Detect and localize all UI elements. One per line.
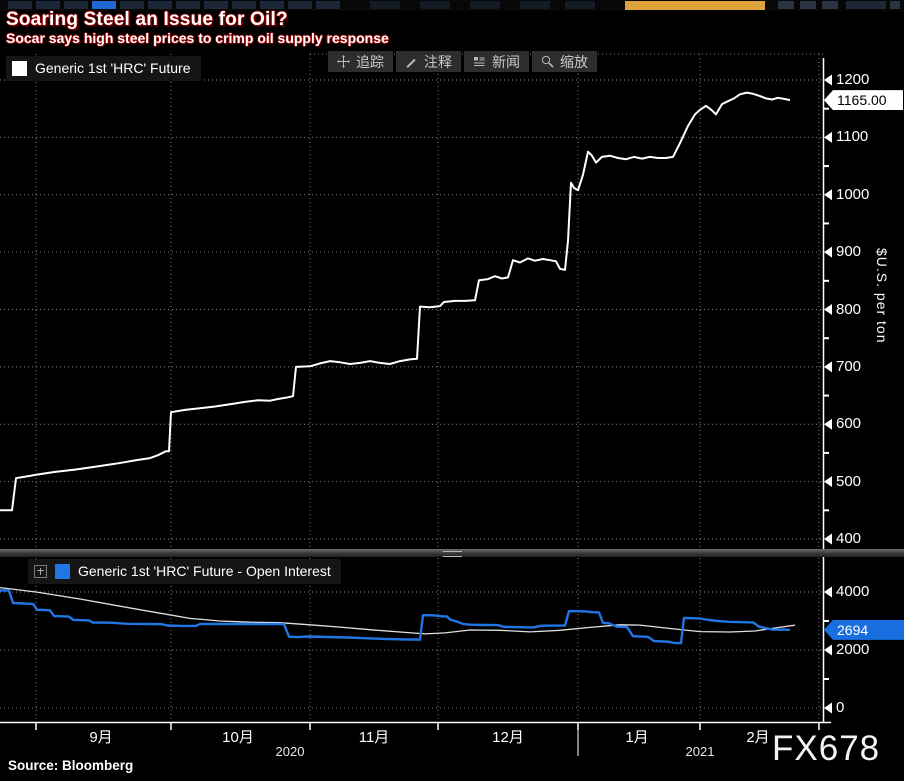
oi-ytick-label: 4000 [836, 583, 870, 600]
open-interest-swatch [55, 563, 70, 579]
taskbar-segment [890, 1, 900, 9]
toolbar-button-label: 注释 [424, 53, 452, 70]
taskbar-segment [8, 1, 32, 9]
x-month-label: 11月 [358, 729, 390, 746]
taskbar-segment [846, 1, 886, 9]
toolbar-button-zoom[interactable]: 缩放 [532, 51, 597, 72]
open-interest-average-line [0, 586, 796, 635]
taskbar-segment [316, 1, 340, 9]
price-ytick-label: 1000 [836, 185, 870, 203]
toolbar-button-label: 新闻 [492, 53, 520, 70]
zoom-icon [541, 55, 554, 68]
y-minor-tick [824, 678, 829, 680]
y-axis-title: $U.S. per ton [874, 248, 890, 344]
expand-icon[interactable] [34, 564, 47, 578]
price-ytick-label: 700 [836, 357, 862, 375]
open-interest-line [0, 589, 791, 645]
y-tick-arrow [824, 586, 832, 598]
y-minor-tick [824, 451, 829, 454]
top-taskbar[interactable] [0, 0, 904, 11]
y-tick-arrow [824, 304, 832, 315]
taskbar-segment [625, 1, 765, 10]
y-tick-arrow [824, 476, 832, 488]
open-interest-tag: 2694 [824, 619, 904, 640]
toolbar-button-label: 缩放 [560, 53, 588, 70]
price-line [0, 91, 791, 512]
taskbar-segment [800, 1, 816, 9]
taskbar-segment [370, 1, 400, 9]
taskbar-segment [36, 1, 60, 9]
toolbar-button-pencil[interactable]: 注释 [396, 51, 461, 72]
main-legend[interactable]: Generic 1st 'HRC' Future [6, 56, 201, 81]
taskbar-segment [565, 1, 595, 9]
x-month-label: 2月 [746, 729, 770, 746]
taskbar-segment [822, 1, 838, 9]
taskbar-segment [120, 1, 144, 9]
y-tick-arrow [824, 131, 832, 143]
y-minor-tick [824, 165, 829, 168]
taskbar-segment [92, 1, 116, 9]
last-price-tag: 1165.00 [824, 90, 903, 111]
price-ytick-label: 400 [836, 530, 862, 547]
x-month-label: 9月 [89, 729, 113, 746]
chart-subtitle: Socar says high steel prices to crimp oi… [6, 30, 389, 46]
toolbar-button-label: 追踪 [356, 53, 384, 70]
price-ytick-label: 1200 [836, 71, 870, 88]
chart-title: Soaring Steel an Issue for Oil? [6, 9, 288, 30]
y-tick-arrow [824, 189, 832, 201]
y-tick-arrow [824, 644, 832, 656]
taskbar-segment [64, 1, 88, 9]
y-minor-tick [824, 337, 829, 340]
x-year-label: 2021 [685, 744, 715, 759]
price-ytick-label: 800 [836, 300, 862, 318]
crosshair-icon [337, 55, 350, 68]
y-tick-arrow [824, 533, 832, 545]
fx678-watermark: FX678 [772, 729, 881, 768]
price-ytick-label: 1100 [836, 128, 869, 146]
taskbar-segment [778, 1, 794, 9]
source-credit: Source: Bloomberg [8, 758, 134, 773]
taskbar-segment [520, 1, 550, 9]
x-month-label: 12月 [492, 729, 524, 746]
taskbar-segment [260, 1, 284, 9]
y-tick-arrow [824, 361, 832, 373]
y-tick-arrow [824, 246, 832, 258]
y-minor-tick [824, 394, 829, 397]
y-tick-arrow [824, 74, 832, 86]
taskbar-segment [176, 1, 200, 9]
open-interest-legend-label: Generic 1st 'HRC' Future - Open Interest [78, 563, 331, 579]
x-month-label: 10月 [222, 729, 254, 746]
y-tick-arrow [824, 702, 832, 714]
main-legend-label: Generic 1st 'HRC' Future [35, 60, 191, 76]
price-ytick-label: 600 [836, 415, 862, 433]
taskbar-segment [288, 1, 312, 9]
open-interest-legend[interactable]: Generic 1st 'HRC' Future - Open Interest [28, 559, 341, 584]
oi-ytick-label: 2000 [836, 641, 870, 658]
pencil-icon [405, 55, 418, 68]
oi-ytick-label: 0 [836, 699, 845, 716]
y-minor-tick [824, 279, 829, 282]
x-month-label: 1月 [625, 729, 649, 746]
toolbar-button-news[interactable]: 新闻 [464, 51, 529, 72]
toolbar-button-crosshair[interactable]: 追踪 [328, 51, 393, 72]
taskbar-segment [420, 1, 450, 9]
x-year-label: 2020 [275, 744, 305, 759]
price-ytick-label: 900 [836, 243, 862, 261]
price-series-swatch [12, 60, 27, 76]
taskbar-segment [470, 1, 500, 9]
y-minor-tick [824, 509, 829, 512]
y-minor-tick [824, 222, 829, 225]
panel-divider-handle[interactable] [443, 551, 462, 557]
y-minor-tick [824, 620, 829, 622]
y-minor-tick [824, 107, 829, 110]
y-tick-arrow [824, 418, 832, 430]
price-ytick-label: 500 [836, 472, 862, 490]
panel-divider[interactable] [0, 549, 904, 557]
taskbar-segment [232, 1, 256, 9]
chart-toolbar: 追踪 注释 新闻 缩放 [328, 51, 597, 72]
taskbar-segment [148, 1, 172, 9]
news-icon [473, 55, 486, 68]
taskbar-segment [204, 1, 228, 9]
